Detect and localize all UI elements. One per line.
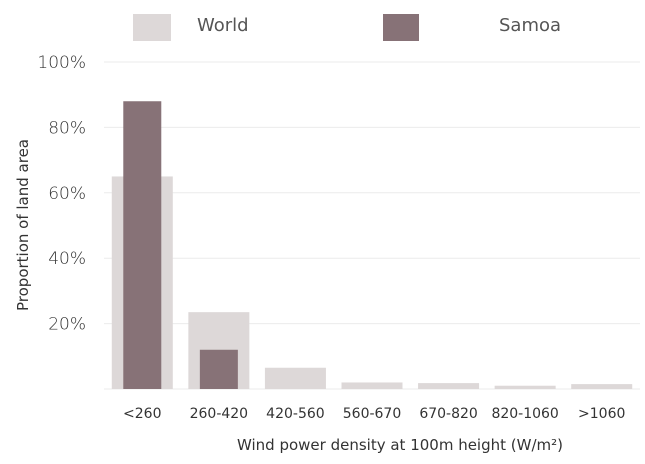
legend-label-samoa: Samoa xyxy=(499,15,561,36)
gridlines xyxy=(104,61,640,390)
x-tick-label: 670-820 xyxy=(419,406,478,422)
y-axis-title: Proportion of land area xyxy=(14,139,32,311)
x-tick-label: >1060 xyxy=(578,406,625,422)
x-tick-label: 260-420 xyxy=(190,406,249,422)
y-tick-label: 20% xyxy=(48,315,86,335)
bar-world xyxy=(418,383,480,389)
legend-swatch-world xyxy=(133,14,171,41)
legend: World Samoa xyxy=(133,14,561,41)
y-tick-label: 40% xyxy=(48,249,86,269)
y-tick-label: 60% xyxy=(48,184,86,204)
x-axis-ticks: <260 260-420 420-560 560-670 670-820 820-1060… xyxy=(123,406,625,422)
x-tick-label: 420-560 xyxy=(266,406,325,422)
bar-world xyxy=(494,385,556,389)
bar-world xyxy=(341,382,403,389)
y-tick-label: 80% xyxy=(48,118,86,138)
y-axis-ticks: 100% 80% 60% 40% 20% xyxy=(37,53,86,335)
y-tick-label: 100% xyxy=(37,53,86,73)
x-axis-title: Wind power density at 100m height (W/m²) xyxy=(237,436,563,454)
bar-samoa xyxy=(123,101,162,390)
legend-label-world: World xyxy=(197,15,249,36)
bars xyxy=(111,101,633,390)
bar-samoa xyxy=(199,349,238,389)
bar-world xyxy=(264,367,326,389)
bar-world xyxy=(571,384,633,389)
x-tick-label: <260 xyxy=(123,406,161,422)
x-tick-label: 820-1060 xyxy=(491,406,558,422)
legend-swatch-samoa xyxy=(383,14,419,41)
x-tick-label: 560-670 xyxy=(343,406,402,422)
